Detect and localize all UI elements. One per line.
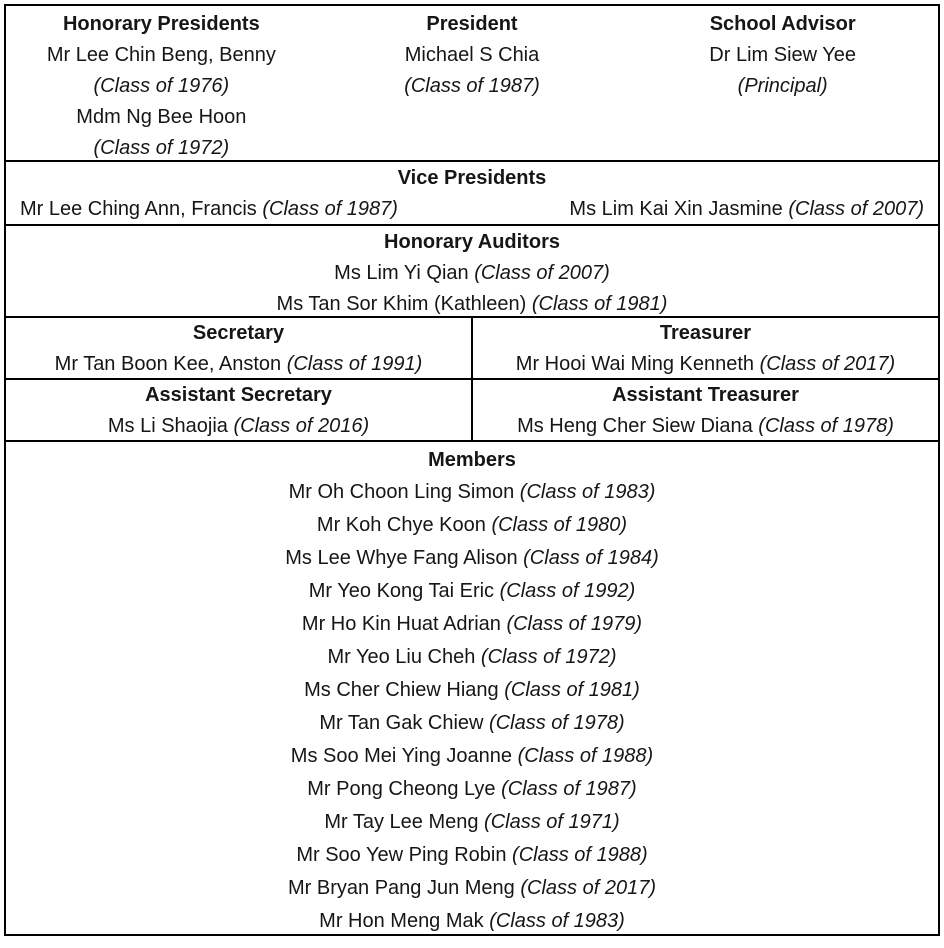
person-class-note: (Class of 1984) bbox=[523, 547, 659, 569]
person-class-note: (Class of 1980) bbox=[491, 514, 628, 536]
member-line: Mr Pong Cheong Lye (Class of 1987) bbox=[6, 773, 938, 806]
person-class-note: (Class of 2016) bbox=[233, 415, 370, 437]
person-line: Mr Hooi Wai Ming Kenneth (Class of 2017) bbox=[473, 349, 938, 380]
assistant-treasurer-title: Assistant Treasurer bbox=[612, 384, 799, 406]
person-name: Mdm Ng Bee Hoon bbox=[76, 106, 247, 128]
person-name: Mr Tan Boon Kee, Anston bbox=[54, 353, 282, 375]
person-class-note: (Class of 1976) bbox=[93, 75, 230, 97]
person-name: Mr Yeo Kong Tai Eric bbox=[308, 580, 495, 602]
person-class-note: (Class of 1991) bbox=[286, 353, 423, 375]
person-name: Ms Tan Sor Khim (Kathleen) bbox=[276, 293, 527, 315]
person-class-note: (Class of 1981) bbox=[531, 293, 668, 315]
person-class-note: (Class of 1972) bbox=[480, 646, 617, 668]
person-name: Dr Lim Siew Yee bbox=[709, 44, 857, 66]
person-class-note: (Class of 2007) bbox=[474, 262, 610, 284]
person-line: Ms Lim Yi Qian (Class of 2007) bbox=[6, 258, 938, 289]
honorary-presidents-cell: Honorary Presidents Mr Lee Chin Beng, Be… bbox=[6, 9, 317, 160]
assistant-secretary-cell: Assistant Secretary Ms Li Shaojia (Class… bbox=[6, 380, 473, 440]
member-line: Mr Oh Choon Ling Simon (Class of 1983) bbox=[6, 476, 938, 509]
person-name: Ms Li Shaojia bbox=[107, 415, 228, 437]
member-line: Mr Ho Kin Huat Adrian (Class of 1979) bbox=[6, 608, 938, 641]
member-line: Mr Soo Yew Ping Robin (Class of 1988) bbox=[6, 839, 938, 872]
secretary-cell: Secretary Mr Tan Boon Kee, Anston (Class… bbox=[6, 318, 473, 378]
vice-presidents-names-row: Mr Lee Ching Ann, Francis (Class of 1987… bbox=[6, 194, 938, 225]
person-line: Mr Tan Boon Kee, Anston (Class of 1991) bbox=[6, 349, 471, 380]
school-advisor-cell: School Advisor Dr Lim Siew Yee (Principa… bbox=[627, 9, 938, 160]
person-class-note: (Class of 1971) bbox=[484, 811, 620, 833]
person-name: Ms Cher Chiew Hiang bbox=[304, 679, 499, 701]
president-title: President bbox=[426, 13, 518, 35]
person-name: Mr Oh Choon Ling Simon bbox=[288, 481, 515, 503]
person-class-note: (Class of 1987) bbox=[501, 778, 637, 800]
secretary-treasurer-row: Secretary Mr Tan Boon Kee, Anston (Class… bbox=[6, 316, 938, 378]
honorary-auditors-title: Honorary Auditors bbox=[384, 231, 560, 253]
person-class-note: (Class of 2007) bbox=[788, 198, 924, 220]
person-name: Mr Pong Cheong Lye bbox=[307, 778, 496, 800]
vice-presidents-title: Vice Presidents bbox=[397, 167, 547, 189]
person-name: Michael S Chia bbox=[404, 44, 540, 66]
person-class-note: (Class of 1987) bbox=[262, 198, 398, 220]
person-class-note: (Class of 1981) bbox=[504, 679, 640, 701]
person-name: Mr Yeo Liu Cheh bbox=[327, 646, 476, 668]
person-class-note: (Class of 1992) bbox=[499, 580, 636, 602]
vice-presidents-section: Vice Presidents Mr Lee Ching Ann, Franci… bbox=[6, 160, 938, 224]
person-name: Mr Lee Ching Ann, Francis bbox=[20, 198, 257, 220]
person-line: Ms Li Shaojia (Class of 2016) bbox=[6, 411, 471, 442]
person-name: Ms Lee Whye Fang Alison bbox=[285, 547, 518, 569]
person-class-note: (Class of 1983) bbox=[519, 481, 656, 503]
member-line: Mr Tan Gak Chiew (Class of 1978) bbox=[6, 707, 938, 740]
member-line: Mr Bryan Pang Jun Meng (Class of 2017) bbox=[6, 872, 938, 905]
person-name: Mr Ho Kin Huat Adrian bbox=[301, 613, 501, 635]
member-line: Mr Yeo Kong Tai Eric (Class of 1992) bbox=[6, 575, 938, 608]
treasurer-title: Treasurer bbox=[659, 322, 752, 344]
person-class-note: (Class of 1988) bbox=[512, 844, 648, 866]
assistant-secretary-treasurer-row: Assistant Secretary Ms Li Shaojia (Class… bbox=[6, 378, 938, 440]
member-line: Ms Soo Mei Ying Joanne (Class of 1988) bbox=[6, 740, 938, 773]
person-name: Ms Heng Cher Siew Diana bbox=[517, 415, 753, 437]
person-class-note: (Class of 2017) bbox=[520, 877, 656, 899]
person-name: Mr Soo Yew Ping Robin bbox=[296, 844, 507, 866]
person-class-note: (Principal) bbox=[737, 75, 828, 97]
committee-table: Honorary Presidents Mr Lee Chin Beng, Be… bbox=[4, 4, 940, 936]
assistant-secretary-title: Assistant Secretary bbox=[145, 384, 332, 406]
person-name: Mr Tay Lee Meng bbox=[324, 811, 479, 833]
person-name: Mr Hon Meng Mak bbox=[319, 910, 484, 932]
honorary-presidents-title: Honorary Presidents bbox=[62, 13, 260, 35]
person-name: Mr Hooi Wai Ming Kenneth bbox=[515, 353, 755, 375]
member-line: Mr Hon Meng Mak (Class of 1983) bbox=[6, 905, 938, 938]
person-class-note: (Class of 1978) bbox=[758, 415, 894, 437]
members-title: Members bbox=[428, 449, 516, 471]
member-line: Mr Yeo Liu Cheh (Class of 1972) bbox=[6, 641, 938, 674]
person-class-note: (Class of 1972) bbox=[93, 137, 230, 159]
school-advisor-title: School Advisor bbox=[709, 13, 856, 35]
person-line: Ms Lim Kai Xin Jasmine (Class of 2007) bbox=[569, 194, 924, 225]
president-cell: President Michael S Chia (Class of 1987) bbox=[317, 9, 628, 160]
members-section: Members Mr Oh Choon Ling Simon (Class of… bbox=[6, 440, 938, 934]
member-line: Ms Cher Chiew Hiang (Class of 1981) bbox=[6, 674, 938, 707]
person-name: Mr Tan Gak Chiew bbox=[319, 712, 484, 734]
assistant-treasurer-cell: Assistant Treasurer Ms Heng Cher Siew Di… bbox=[473, 380, 938, 440]
person-name: Ms Soo Mei Ying Joanne bbox=[290, 745, 513, 767]
member-line: Ms Lee Whye Fang Alison (Class of 1984) bbox=[6, 542, 938, 575]
treasurer-cell: Treasurer Mr Hooi Wai Ming Kenneth (Clas… bbox=[473, 318, 938, 378]
person-class-note: (Class of 1983) bbox=[489, 910, 625, 932]
person-class-note: (Class of 1988) bbox=[517, 745, 654, 767]
person-line: Ms Tan Sor Khim (Kathleen) (Class of 198… bbox=[6, 289, 938, 320]
person-line: Ms Heng Cher Siew Diana (Class of 1978) bbox=[473, 411, 938, 442]
person-class-note: (Class of 2017) bbox=[759, 353, 896, 375]
person-name: Mr Lee Chin Beng, Benny bbox=[46, 44, 276, 66]
person-class-note: (Class of 1979) bbox=[506, 613, 643, 635]
honorary-auditors-section: Honorary Auditors Ms Lim Yi Qian (Class … bbox=[6, 224, 938, 316]
person-name: Ms Lim Yi Qian bbox=[334, 262, 469, 284]
person-line: Mr Lee Ching Ann, Francis (Class of 1987… bbox=[20, 194, 398, 225]
person-class-note: (Class of 1978) bbox=[489, 712, 625, 734]
person-class-note: (Class of 1987) bbox=[404, 75, 540, 97]
member-line: Mr Tay Lee Meng (Class of 1971) bbox=[6, 806, 938, 839]
top-row: Honorary Presidents Mr Lee Chin Beng, Be… bbox=[6, 6, 938, 160]
person-name: Mr Koh Chye Koon bbox=[316, 514, 486, 536]
person-name: Ms Lim Kai Xin Jasmine bbox=[569, 198, 783, 220]
member-line: Mr Koh Chye Koon (Class of 1980) bbox=[6, 509, 938, 542]
secretary-title: Secretary bbox=[192, 322, 285, 344]
person-name: Mr Bryan Pang Jun Meng bbox=[288, 877, 515, 899]
